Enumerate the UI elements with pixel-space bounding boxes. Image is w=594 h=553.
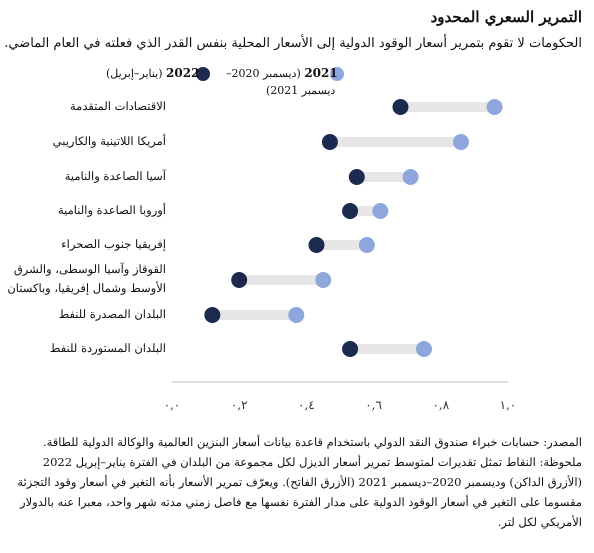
category-label: القوقاز وآسيا الوسطى، والشرق الأوسط وشمال… xyxy=(7,260,166,298)
point-2021 xyxy=(486,99,503,115)
point-2021 xyxy=(358,237,375,253)
legend-dot-2022 xyxy=(196,67,210,81)
x-tick-label: ٠,٨ xyxy=(432,398,449,412)
category-label-line: البلدان المصدرة للنفط xyxy=(58,306,166,321)
x-tick-label: ٠,٢ xyxy=(231,398,248,412)
point-2022 xyxy=(321,134,338,150)
point-2021 xyxy=(416,341,432,357)
category-label: البلدان المصدرة للنفط xyxy=(59,305,166,324)
x-tick-label: ٠,٤ xyxy=(298,398,315,412)
category-label: إفريقيا جنوب الصحراء xyxy=(61,235,166,254)
point-2022 xyxy=(392,99,409,115)
point-2022 xyxy=(348,169,365,185)
x-tick-label: ١,٠ xyxy=(500,398,517,412)
point-2022 xyxy=(204,307,221,323)
point-2022 xyxy=(308,237,325,253)
category-label-line: الاقتصادات المتقدمة xyxy=(70,98,166,113)
point-2021 xyxy=(452,134,469,150)
category-label-line: أوروبا الصاعدة والنامية xyxy=(58,202,166,217)
category-label: الاقتصادات المتقدمة xyxy=(70,97,166,116)
x-tick-label: ٠,٠ xyxy=(164,398,181,412)
chart-connectors xyxy=(212,102,495,354)
x-tick-label: ٠,٦ xyxy=(365,398,382,412)
category-label-line: الأوسط وشمال إفريقيا، وباكستان xyxy=(7,281,166,295)
category-label-line: أمريكا اللاتينية والكاريبي xyxy=(52,133,166,148)
point-2021 xyxy=(288,307,305,323)
legend-year-2021: 2021 xyxy=(304,66,338,80)
category-label-line: إفريقيا جنوب الصحراء xyxy=(61,236,166,251)
legend-year-2022: 2022 xyxy=(166,66,200,80)
point-2021 xyxy=(315,272,332,288)
legend-item-2022: 2022 (يناير–إبريل) xyxy=(106,66,199,80)
point-2021 xyxy=(402,169,419,185)
legend-period-2021: (ديسمبر 2020– xyxy=(226,67,301,80)
chart-title: التمرير السعري المحدود xyxy=(430,8,582,26)
point-2022 xyxy=(342,341,359,357)
explanatory-note: ملحوظة: النقاط تمثل تقديرات لمتوسط تمرير… xyxy=(17,455,582,529)
chart-subtitle: الحكومات لا تقوم بتمرير أسعار الوقود الد… xyxy=(4,36,582,51)
category-label: أمريكا اللاتينية والكاريبي xyxy=(53,132,166,151)
category-label-line: القوقاز وآسيا الوسطى، والشرق xyxy=(13,262,166,276)
point-2022 xyxy=(231,272,248,288)
category-label-line: البلدان المستوردة للنفط xyxy=(49,340,166,355)
point-2022 xyxy=(342,203,359,219)
footnotes: المصدر: حسابات خبراء صندوق النقد الدولي … xyxy=(10,432,582,532)
category-label-line: آسيا الصاعدة والنامية xyxy=(64,168,166,183)
legend-period-2022: (يناير–إبريل) xyxy=(106,67,163,80)
source-note: المصدر: حسابات خبراء صندوق النقد الدولي … xyxy=(42,435,582,449)
chart-points xyxy=(204,99,503,357)
category-label: أوروبا الصاعدة والنامية xyxy=(58,201,166,220)
x-axis: ٠,٠ ٠,٢ ٠,٤ ٠,٦ ٠,٨ ١,٠ xyxy=(164,381,517,412)
point-2021 xyxy=(372,203,389,219)
legend-item-2021: 2021 (ديسمبر 2020– xyxy=(226,66,338,80)
legend-dot-2021 xyxy=(330,67,344,81)
category-label: آسيا الصاعدة والنامية xyxy=(65,167,166,186)
category-label: البلدان المستوردة للنفط xyxy=(50,339,166,358)
legend-period-2021-cont: ديسمبر 2021) xyxy=(266,84,336,97)
